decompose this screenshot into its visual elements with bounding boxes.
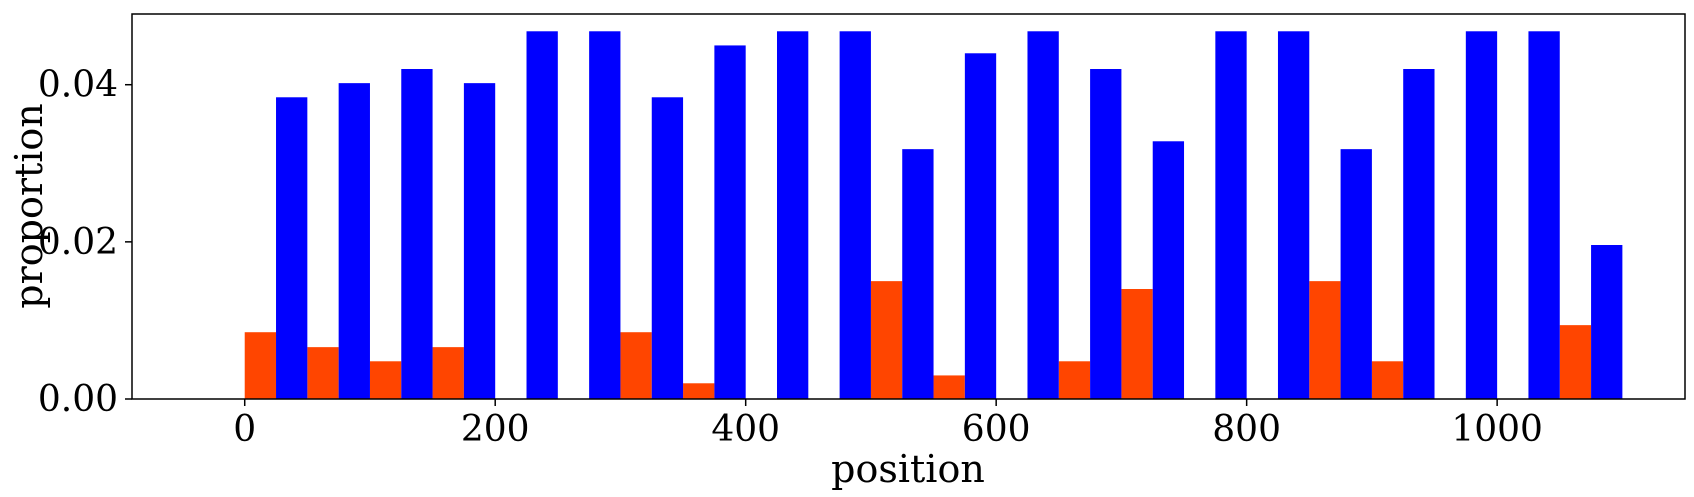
x-tick-label: 600: [962, 409, 1031, 450]
bar-series-1-3: [432, 347, 464, 399]
bar-series-1-11: [933, 375, 965, 399]
bar-series-1-1: [307, 347, 339, 399]
bars-group: [244, 31, 1623, 400]
bar-series-2-9: [839, 31, 871, 400]
bar-series-2-12: [1027, 31, 1059, 400]
bar-series-1-14: [1121, 289, 1153, 399]
bar-series-1-10: [870, 281, 903, 399]
y-axis-label: proportion: [7, 103, 51, 309]
bar-series-2-5: [589, 31, 621, 400]
bar-series-2-2: [401, 69, 433, 399]
bar-series-1-6: [620, 332, 652, 399]
bar-series-1-13: [1058, 361, 1091, 399]
bar-series-2-21: [1591, 245, 1623, 399]
bar-series-1-2: [369, 361, 402, 399]
bar-series-2-17: [1340, 149, 1372, 399]
y-tick-label: 0.00: [38, 379, 118, 420]
bar-series-2-6: [651, 97, 684, 400]
x-tick-label: 200: [461, 409, 530, 450]
x-axis-label: position: [831, 447, 985, 491]
bar-series-2-15: [1215, 31, 1247, 400]
bar-series-1-18: [1371, 361, 1404, 399]
bar-series-2-19: [1465, 31, 1498, 400]
bar-series-2-4: [526, 31, 558, 400]
bar-series-2-7: [714, 45, 746, 400]
x-axis-ticks: 0 200 400 600 800 1000: [233, 399, 1543, 450]
bar-series-1-7: [683, 383, 715, 399]
bar-series-1-17: [1309, 281, 1341, 399]
y-tick-label: 0.04: [38, 65, 118, 106]
y-tick-label: 0.02: [38, 222, 118, 263]
bar-series-2-11: [964, 53, 997, 400]
x-tick-label: 800: [1212, 409, 1281, 450]
x-tick-label: 400: [711, 409, 780, 450]
x-tick-label: 0: [233, 409, 256, 450]
bar-series-2-1: [338, 83, 370, 400]
bar-series-2-0: [276, 97, 308, 400]
bar-series-1-21: [1559, 325, 1592, 399]
bar-series-2-3: [463, 83, 496, 400]
bar-series-2-16: [1277, 31, 1310, 400]
bar-series-2-10: [902, 149, 934, 399]
plot-frame: [131, 13, 1686, 400]
x-tick-label: 1000: [1451, 409, 1543, 450]
y-axis-ticks: 0.00 0.02 0.04: [38, 65, 132, 420]
bar-series-2-14: [1152, 141, 1185, 400]
bar-series-1-0: [244, 332, 277, 399]
bar-series-2-13: [1090, 69, 1122, 399]
bar-series-2-8: [776, 31, 809, 400]
bar-series-2-18: [1403, 69, 1435, 399]
bar-series-2-20: [1528, 31, 1560, 400]
